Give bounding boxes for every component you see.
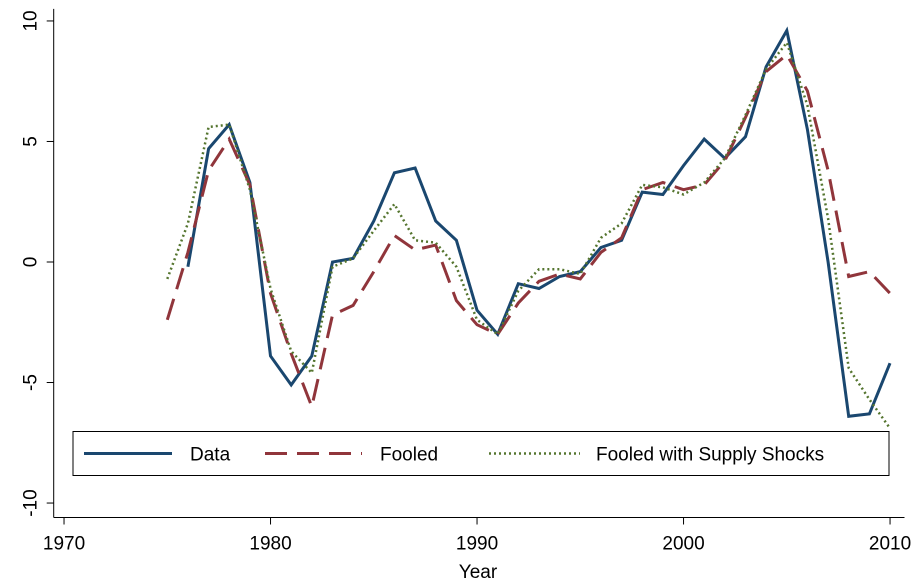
x-axis-label: Year [459, 562, 498, 583]
y-tick-label: -5 [21, 374, 42, 391]
y-tick-label: 5 [21, 136, 42, 147]
x-tick-label: 2000 [662, 534, 704, 555]
y-tick-label: -10 [21, 489, 42, 516]
x-tick-label: 2010 [869, 534, 911, 555]
x-tick-label: 1970 [43, 534, 85, 555]
series-line [186, 26, 892, 418]
y-tick-label: 10 [21, 10, 42, 31]
series-line [165, 52, 892, 412]
legend-label: Fooled with Supply Shocks [596, 445, 824, 466]
series-line [166, 39, 892, 430]
legend-box [72, 431, 890, 476]
y-tick-label: 0 [21, 257, 42, 268]
x-tick-label: 1990 [456, 534, 498, 555]
legend-label: Data [190, 445, 231, 466]
x-tick-label: 1980 [249, 534, 291, 555]
legend-label: Fooled [380, 445, 438, 466]
